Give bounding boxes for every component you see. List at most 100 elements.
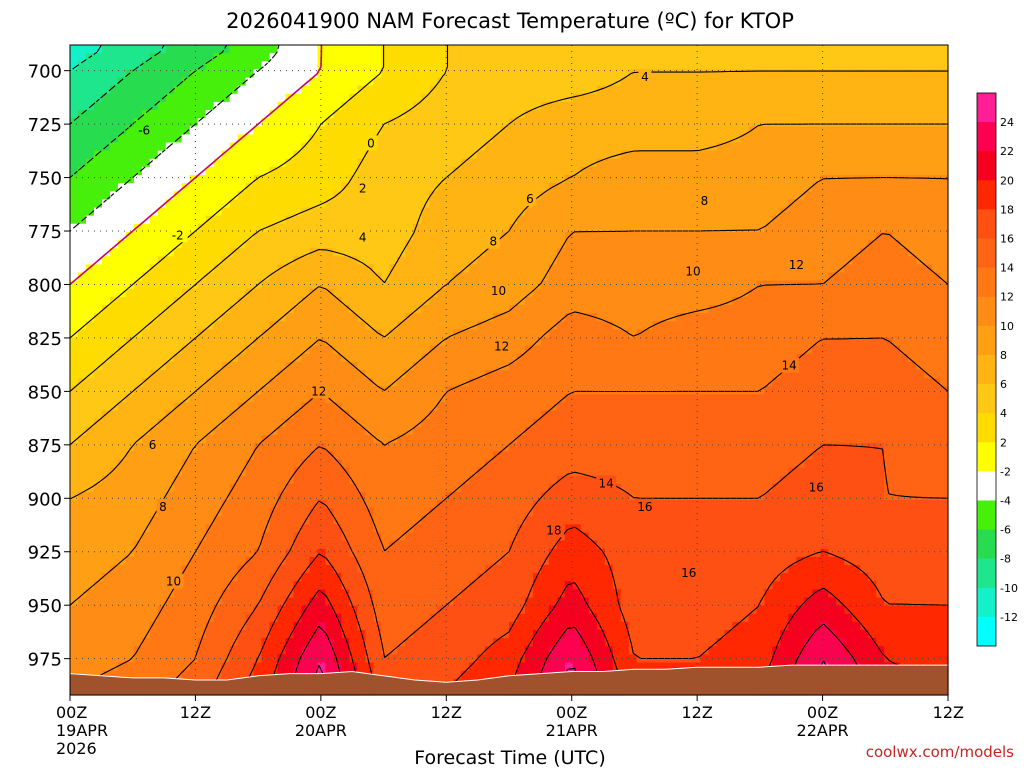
temperature-cell — [756, 264, 766, 274]
temperature-cell — [828, 329, 837, 339]
temperature-cell — [221, 337, 231, 347]
temperature-cell — [133, 101, 143, 111]
temperature-cell — [229, 142, 239, 152]
temperature-cell — [924, 53, 933, 62]
temperature-cell — [261, 378, 271, 387]
temperature-cell — [612, 231, 622, 241]
temperature-cell — [109, 93, 119, 103]
temperature-cell — [501, 215, 510, 225]
temperature-cell — [596, 313, 606, 322]
temperature-cell — [421, 386, 430, 395]
temperature-cell — [900, 93, 909, 103]
temperature-cell — [269, 264, 279, 274]
temperature-cell — [189, 183, 199, 192]
temperature-cell — [173, 345, 183, 355]
temperature-cell — [916, 207, 925, 217]
temperature-cell — [588, 240, 598, 249]
temperature-cell — [85, 272, 95, 282]
temperature-cell — [820, 248, 829, 257]
temperature-cell — [548, 240, 558, 249]
temperature-cell — [596, 264, 606, 274]
temperature-cell — [333, 256, 342, 265]
temperature-cell — [117, 101, 127, 111]
temperature-cell — [596, 256, 606, 265]
temperature-cell — [876, 264, 885, 274]
temperature-cell — [133, 280, 143, 290]
temperature-cell — [373, 231, 382, 241]
temperature-cell — [692, 61, 702, 70]
temperature-cell — [277, 410, 287, 420]
temperature-cell — [716, 240, 726, 249]
temperature-cell — [421, 313, 430, 322]
temperature-cell — [908, 394, 917, 404]
temperature-cell — [85, 166, 95, 176]
temperature-cell — [325, 321, 334, 330]
temperature-cell — [876, 150, 885, 160]
temperature-cell — [828, 134, 837, 144]
temperature-cell — [620, 361, 630, 371]
temperature-cell — [509, 118, 518, 127]
temperature-cell — [660, 353, 670, 363]
temperature-cell — [588, 69, 598, 79]
temperature-cell — [860, 110, 869, 119]
temperature-cell — [540, 183, 550, 192]
temperature-cell — [293, 321, 303, 330]
temperature-cell — [269, 77, 279, 87]
temperature-cell — [756, 199, 766, 209]
temperature-cell — [149, 378, 159, 387]
temperature-cell — [373, 45, 382, 54]
temperature-cell — [381, 402, 390, 412]
temperature-cell — [421, 93, 430, 103]
temperature-cell — [756, 45, 766, 54]
temperature-cell — [469, 183, 478, 192]
temperature-cell — [836, 150, 845, 160]
temperature-cell — [884, 321, 893, 330]
temperature-cell — [453, 313, 462, 322]
temperature-cell — [325, 175, 334, 184]
temperature-cell — [149, 166, 159, 176]
temperature-field — [70, 45, 949, 696]
temperature-cell — [540, 77, 550, 87]
temperature-cell — [181, 386, 191, 395]
temperature-cell — [453, 370, 462, 379]
temperature-cell — [844, 53, 853, 62]
temperature-cell — [756, 126, 766, 135]
temperature-cell — [181, 150, 191, 160]
temperature-cell — [684, 53, 694, 62]
temperature-cell — [309, 305, 319, 314]
temperature-cell — [612, 166, 622, 176]
temperature-cell — [277, 402, 287, 412]
temperature-cell — [572, 394, 582, 404]
temperature-cell — [469, 321, 478, 330]
temperature-cell — [501, 394, 510, 404]
temperature-cell — [157, 280, 167, 290]
temperature-cell — [405, 231, 414, 241]
temperature-cell — [588, 77, 598, 87]
temperature-cell — [636, 45, 646, 54]
temperature-cell — [285, 402, 295, 412]
temperature-cell — [716, 305, 726, 314]
temperature-cell — [381, 183, 390, 192]
temperature-cell — [405, 337, 414, 347]
temperature-cell — [820, 386, 829, 395]
temperature-cell — [516, 191, 526, 200]
temperature-cell — [836, 85, 845, 95]
temperature-cell — [652, 166, 662, 176]
temperature-cell — [940, 191, 949, 200]
temperature-cell — [77, 166, 87, 176]
temperature-cell — [93, 207, 103, 217]
temperature-cell — [884, 272, 893, 282]
temperature-cell — [181, 329, 191, 339]
temperature-cell — [149, 280, 159, 290]
temperature-cell — [461, 126, 470, 135]
temperature-cell — [453, 175, 462, 184]
temperature-cell — [165, 240, 175, 249]
temperature-cell — [612, 394, 622, 404]
temperature-cell — [493, 378, 502, 387]
temperature-cell — [501, 231, 510, 241]
temperature-cell — [676, 296, 686, 306]
temperature-cell — [852, 288, 861, 298]
temperature-cell — [445, 126, 454, 135]
temperature-cell — [461, 183, 470, 192]
temperature-cell — [660, 288, 670, 298]
